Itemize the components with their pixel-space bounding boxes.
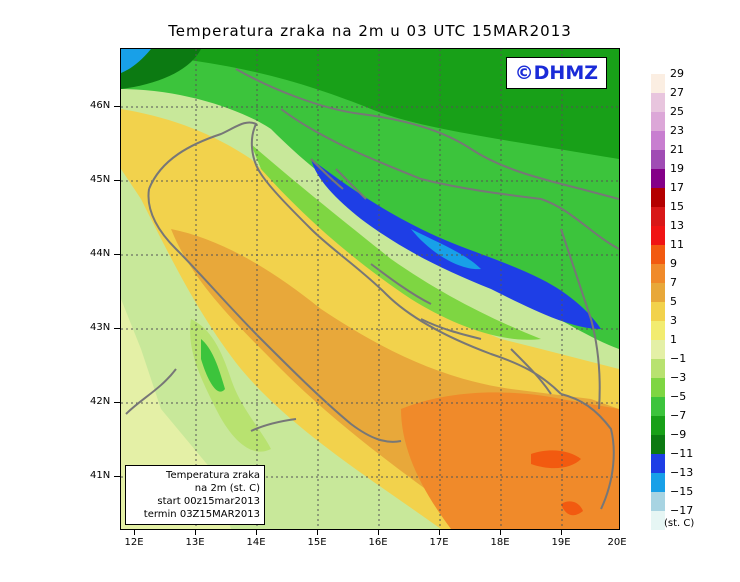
info-line-1: Temperatura zraka [166, 470, 260, 481]
info-line-3: start 00z15mar2013 [157, 496, 260, 507]
lon-tick [195, 530, 196, 535]
legend-swatch [651, 511, 665, 530]
lat-tick [114, 180, 120, 181]
legend-swatch [651, 416, 665, 435]
info-line-4: termin 03Z15MAR2013 [143, 509, 260, 520]
legend-unit: (st. C) [664, 518, 695, 529]
legend-swatch [651, 492, 665, 511]
legend-label: −15 [670, 485, 694, 498]
legend-swatch [651, 150, 665, 169]
legend-swatch [651, 321, 665, 340]
lat-label-45: 45N [90, 174, 111, 185]
lon-label-12: 12E [124, 537, 144, 548]
temperature-map: ©DHMZ Temperatura zraka na 2m (st. C) st… [120, 48, 620, 530]
legend-label: −13 [670, 466, 694, 479]
deep-orange-field [401, 392, 619, 529]
legend-label: 7 [670, 276, 677, 289]
legend-swatch [651, 340, 665, 359]
legend-label: 23 [670, 124, 684, 137]
cold-strip-field [311, 159, 601, 329]
lon-tick [378, 530, 379, 535]
legend-label: −7 [670, 409, 687, 422]
legend-swatch [651, 264, 665, 283]
legend-label: 21 [670, 143, 684, 156]
legend-swatch [651, 283, 665, 302]
lat-label-46: 46N [90, 100, 111, 111]
lon-tick [439, 530, 440, 535]
lon-label-19: 19E [551, 537, 571, 548]
legend-label: 3 [670, 314, 677, 327]
dhmz-logo: ©DHMZ [505, 57, 607, 89]
legend-label: 11 [670, 238, 684, 251]
lon-label-16: 16E [368, 537, 388, 548]
map-canvas [121, 49, 619, 529]
legend-swatch [651, 188, 665, 207]
lat-tick [114, 328, 120, 329]
lon-tick [561, 530, 562, 535]
legend-label: 29 [670, 67, 684, 80]
legend-label: 25 [670, 105, 684, 118]
graticule [121, 49, 619, 529]
legend-label: −3 [670, 371, 687, 384]
legend-swatch [651, 359, 665, 378]
legend-swatch [651, 245, 665, 264]
lon-tick [134, 530, 135, 535]
legend-swatch [651, 93, 665, 112]
legend-label: 15 [670, 200, 684, 213]
lon-label-13: 13E [185, 537, 205, 548]
hot-spot-field [531, 450, 581, 469]
legend-swatch [651, 169, 665, 188]
lat-label-43: 43N [90, 322, 111, 333]
lat-tick [114, 106, 120, 107]
lat-label-42: 42N [90, 396, 111, 407]
legend-swatch [651, 112, 665, 131]
legend-label: −9 [670, 428, 687, 441]
lat-tick [114, 254, 120, 255]
legend-label: −17 [670, 504, 694, 517]
alps-cold-field [121, 49, 151, 73]
legend-swatch [651, 454, 665, 473]
legend-swatch [651, 74, 665, 93]
lat-tick [114, 476, 120, 477]
legend-label: 5 [670, 295, 677, 308]
legend-label: 1 [670, 333, 677, 346]
lon-tick [256, 530, 257, 535]
lat-label-41: 41N [90, 470, 111, 481]
lon-label-14: 14E [246, 537, 266, 548]
pale-west-field [121, 139, 231, 529]
info-box: Temperatura zraka na 2m (st. C) start 00… [125, 465, 265, 525]
legend-swatch [651, 397, 665, 416]
legend-label: −11 [670, 447, 694, 460]
legend-swatch [651, 473, 665, 492]
legend-swatch [651, 226, 665, 245]
legend-swatch [651, 378, 665, 397]
lon-tick [317, 530, 318, 535]
legend-label: 27 [670, 86, 684, 99]
hot-spot-field-2 [561, 501, 583, 516]
info-line-2: na 2m (st. C) [194, 483, 260, 494]
apennine-cold-field [201, 339, 225, 392]
legend-swatch [651, 302, 665, 321]
legend-swatch [651, 131, 665, 150]
lon-label-18: 18E [490, 537, 510, 548]
lon-label-20: 20E [607, 537, 627, 548]
legend-label: −1 [670, 352, 687, 365]
legend-label: 19 [670, 162, 684, 175]
lon-label-17: 17E [429, 537, 449, 548]
legend-swatch [651, 435, 665, 454]
legend-label: 17 [670, 181, 684, 194]
legend-label: 13 [670, 219, 684, 232]
legend-label: 9 [670, 257, 677, 270]
lat-label-44: 44N [90, 248, 111, 259]
legend-swatch [651, 207, 665, 226]
coastlines [125, 68, 619, 510]
lon-label-15: 15E [307, 537, 327, 548]
map-title: Temperatura zraka na 2m u 03 UTC 15MAR20… [168, 22, 572, 40]
legend-label: −5 [670, 390, 687, 403]
lon-tick [500, 530, 501, 535]
cold-core-field [411, 229, 481, 270]
lat-tick [114, 402, 120, 403]
